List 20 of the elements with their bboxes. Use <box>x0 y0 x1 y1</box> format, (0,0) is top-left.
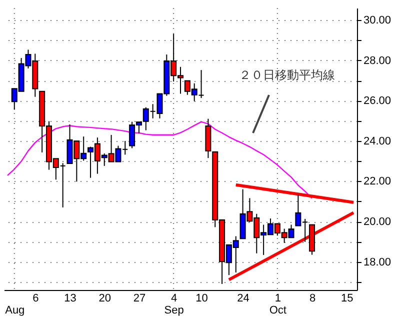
x-tick-label: 8 <box>309 292 316 304</box>
text: ２０日移動平均線 <box>239 68 335 82</box>
x-tick-label: 4 Sep <box>164 292 184 316</box>
y-tick-label: 22.00 <box>364 176 392 188</box>
y-tick-label: 18.00 <box>364 256 392 268</box>
x-tick-label: 10 <box>196 292 208 304</box>
x-tick-label: 6 <box>32 292 39 304</box>
x-tick-label: Aug <box>5 304 25 316</box>
y-tick-label: 24.00 <box>364 135 392 148</box>
x-tick-label: 20 <box>98 292 111 304</box>
y-tick-label: 26.00 <box>364 95 392 108</box>
y-tick-label: 30.00 <box>364 14 392 27</box>
line-series <box>6 121 313 199</box>
x-tick-label: 24 <box>237 292 250 304</box>
x-tick-label: 27 <box>133 292 146 304</box>
y-tick-label: 20.00 <box>364 216 392 228</box>
y-tick-label: 28.00 <box>364 54 392 67</box>
x-tick-label: 1 Oct <box>269 292 286 316</box>
x-tick-label: 13 <box>64 292 76 304</box>
x-tick-label: 15 <box>340 292 354 304</box>
